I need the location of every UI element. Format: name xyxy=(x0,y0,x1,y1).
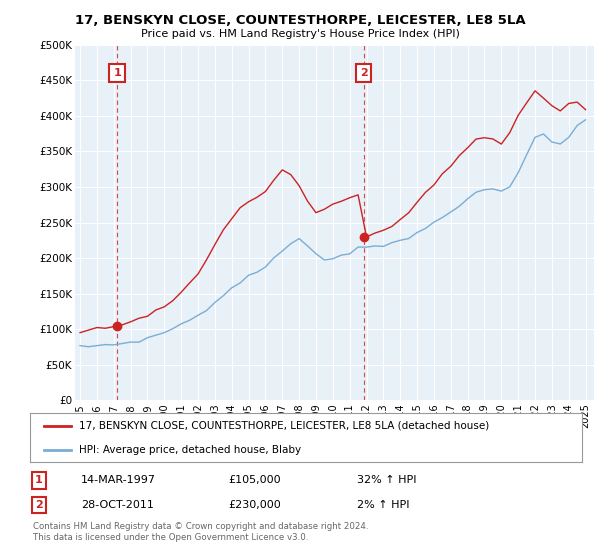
Text: 28-OCT-2011: 28-OCT-2011 xyxy=(81,500,154,510)
Text: 2% ↑ HPI: 2% ↑ HPI xyxy=(357,500,409,510)
Text: This data is licensed under the Open Government Licence v3.0.: This data is licensed under the Open Gov… xyxy=(33,533,308,542)
Text: 32% ↑ HPI: 32% ↑ HPI xyxy=(357,475,416,486)
Text: Price paid vs. HM Land Registry's House Price Index (HPI): Price paid vs. HM Land Registry's House … xyxy=(140,29,460,39)
Text: 2: 2 xyxy=(360,68,368,78)
Text: HPI: Average price, detached house, Blaby: HPI: Average price, detached house, Blab… xyxy=(79,445,301,455)
Text: 17, BENSKYN CLOSE, COUNTESTHORPE, LEICESTER, LE8 5LA (detached house): 17, BENSKYN CLOSE, COUNTESTHORPE, LEICES… xyxy=(79,421,489,431)
Text: 1: 1 xyxy=(113,68,121,78)
Text: 2: 2 xyxy=(35,500,43,510)
Text: £230,000: £230,000 xyxy=(228,500,281,510)
Text: 1: 1 xyxy=(35,475,43,486)
Text: 14-MAR-1997: 14-MAR-1997 xyxy=(81,475,156,486)
Text: £105,000: £105,000 xyxy=(228,475,281,486)
Text: 17, BENSKYN CLOSE, COUNTESTHORPE, LEICESTER, LE8 5LA: 17, BENSKYN CLOSE, COUNTESTHORPE, LEICES… xyxy=(74,14,526,27)
Text: Contains HM Land Registry data © Crown copyright and database right 2024.: Contains HM Land Registry data © Crown c… xyxy=(33,522,368,531)
